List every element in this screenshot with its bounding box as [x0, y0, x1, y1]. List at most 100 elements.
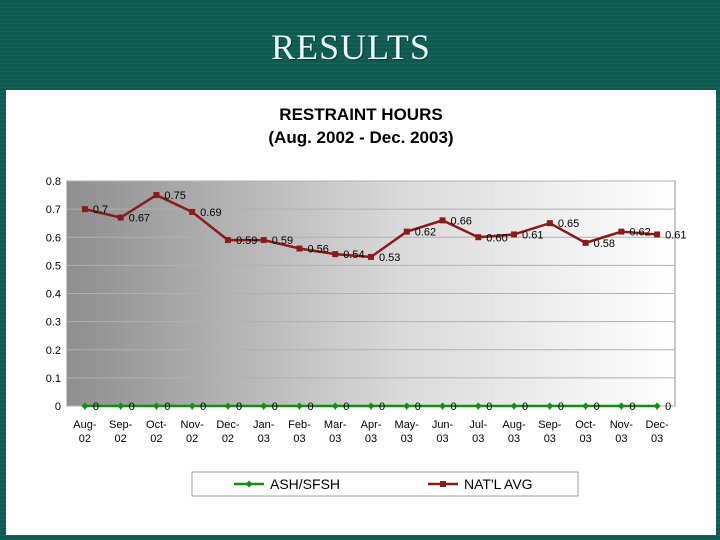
x-tick-label: May-03 — [395, 419, 420, 445]
data-point — [510, 402, 518, 410]
x-tick-label: Apr-03 — [361, 419, 382, 445]
data-point — [153, 192, 160, 199]
data-point — [618, 228, 625, 235]
data-point — [403, 402, 411, 410]
data-point — [117, 402, 125, 410]
data-label: 0.65 — [558, 218, 579, 230]
y-tick-label: 0.3 — [46, 317, 61, 329]
data-point — [81, 206, 88, 213]
data-point — [189, 208, 196, 215]
data-point — [439, 217, 446, 224]
data-label: 0 — [272, 401, 278, 413]
x-tick-label: Sep-03 — [538, 419, 562, 445]
data-label: 0.7 — [93, 204, 108, 216]
x-tick-label: Aug-03 — [502, 419, 526, 445]
series-layer — [81, 192, 661, 410]
data-label: 0 — [415, 401, 421, 413]
data-label: 0 — [236, 401, 242, 413]
data-point — [224, 402, 232, 410]
data-point — [117, 214, 124, 221]
data-point — [224, 237, 231, 244]
chart-subtitle: (Aug. 2002 - Dec. 2003) — [268, 128, 453, 147]
data-label: 0 — [379, 401, 385, 413]
data-labels: 0 0 0 0 0 0 0 0 0 0 0 0 0 0 0 0 0 0.7 0.67 0.75 0.69 0.59 0.59… — [93, 190, 687, 413]
data-label: 0 — [594, 401, 600, 413]
data-point — [617, 402, 625, 410]
y-axis-ticks: 0 0.1 0.2 0.3 0.4 0.5 0.6 0.7 0.8 — [46, 176, 61, 413]
data-label: 0 — [558, 401, 564, 413]
data-label: 0.54 — [343, 249, 364, 261]
x-axis-ticks: Aug-02 Sep-02 Oct-02 Nov-02 Dec-02 Jan-03 Feb-… — [73, 406, 669, 445]
x-tick-label: Dec-02 — [216, 419, 240, 445]
x-tick-label: Oct-03 — [575, 419, 596, 445]
y-tick-label: 0 — [55, 401, 61, 413]
y-tick-label: 0.4 — [46, 289, 61, 301]
data-label: 0 — [200, 401, 206, 413]
y-tick-label: 0.7 — [46, 204, 61, 216]
data-point — [546, 220, 553, 227]
data-label: 0 — [343, 401, 349, 413]
x-tick-label: Feb-03 — [288, 419, 311, 445]
data-point — [188, 402, 196, 410]
legend-marker — [440, 481, 446, 487]
data-point — [331, 402, 339, 410]
x-tick-label: Mar-03 — [324, 419, 347, 445]
slide-title: RESULTS — [271, 27, 431, 67]
legend-marker — [245, 480, 253, 488]
y-tick-label: 0.2 — [46, 345, 61, 357]
data-label: 0.53 — [379, 252, 400, 264]
x-tick-label: Oct-02 — [146, 419, 167, 445]
data-point — [367, 402, 375, 410]
data-label: 0 — [486, 401, 492, 413]
data-point — [260, 402, 268, 410]
x-tick-label: Jul-03 — [469, 419, 487, 445]
data-point — [654, 231, 661, 238]
chart-panel: RESTRAINT HOURS (Aug. 2002 - Dec. 2003) … — [6, 90, 716, 535]
data-label: 0.60 — [486, 232, 507, 244]
y-tick-label: 0.5 — [46, 260, 61, 272]
x-tick-label: Sep-02 — [109, 419, 133, 445]
data-point — [332, 251, 339, 258]
data-point — [296, 245, 303, 252]
data-point — [295, 402, 303, 410]
data-point — [152, 402, 160, 410]
data-label: 0 — [164, 401, 170, 413]
data-label: 0 — [522, 401, 528, 413]
data-label: 0.58 — [594, 238, 615, 250]
data-point — [403, 228, 410, 235]
data-point — [439, 402, 447, 410]
data-label: 0.67 — [129, 213, 150, 225]
data-point — [474, 402, 482, 410]
data-label: 0.59 — [236, 235, 257, 247]
x-tick-label: Jan-03 — [253, 419, 275, 445]
legend-label: NAT'L AVG — [464, 476, 533, 492]
data-label: 0.66 — [451, 215, 472, 227]
y-tick-label: 0.8 — [46, 176, 61, 188]
data-label: 0 — [629, 401, 635, 413]
data-label: 0.62 — [415, 227, 436, 239]
data-label: 0.59 — [272, 235, 293, 247]
data-label: 0 — [129, 401, 135, 413]
data-label: 0 — [93, 401, 99, 413]
data-label: 0.61 — [522, 229, 543, 241]
data-point — [368, 253, 374, 260]
data-point — [260, 237, 267, 244]
data-point — [546, 402, 554, 410]
data-label: 0.61 — [665, 229, 686, 241]
y-tick-label: 0.1 — [46, 373, 61, 385]
data-point — [511, 231, 518, 238]
data-point — [81, 402, 89, 410]
x-tick-label: Nov-03 — [610, 419, 634, 445]
data-point — [475, 234, 482, 241]
data-label: 0.56 — [307, 244, 328, 256]
data-label: 0.69 — [200, 207, 221, 219]
data-label: 0.75 — [164, 190, 185, 202]
y-tick-label: 0.6 — [46, 232, 61, 244]
legend: ASH/SFSH NAT'L AVG — [191, 471, 579, 497]
x-tick-label: Nov-02 — [181, 419, 205, 445]
x-tick-label: Dec-03 — [646, 419, 670, 445]
data-label: 0 — [307, 401, 313, 413]
legend-label: ASH/SFSH — [270, 476, 340, 492]
x-tick-label: Jun-03 — [432, 419, 454, 445]
chart-title: RESTRAINT HOURS — [279, 105, 442, 124]
